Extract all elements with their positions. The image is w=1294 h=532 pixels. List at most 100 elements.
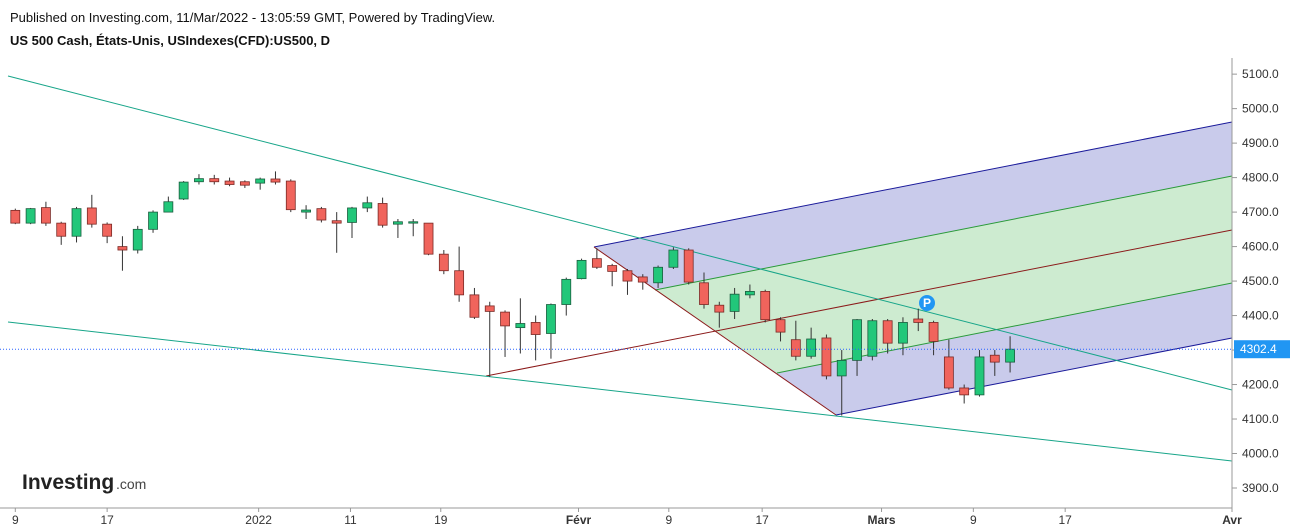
p-marker-letter: P <box>923 296 931 310</box>
x-tick-label: 9 <box>12 513 19 527</box>
candle-body <box>989 354 1000 363</box>
x-tick-label: Mars <box>868 513 896 527</box>
candle-body <box>699 282 709 305</box>
candle-body <box>836 359 847 377</box>
y-tick-label: 3900.0 <box>1242 481 1279 495</box>
candle-body <box>362 202 373 209</box>
candle-body <box>867 320 878 357</box>
candle-body <box>607 265 618 272</box>
candle-body <box>530 322 541 335</box>
y-tick-label: 4100.0 <box>1242 412 1279 426</box>
candle-body <box>653 266 663 284</box>
logo-suffix: .com <box>116 476 146 492</box>
trend-line <box>7 321 1233 462</box>
candle-body <box>959 387 970 396</box>
candle-body <box>821 337 832 377</box>
candle-body <box>423 222 434 255</box>
x-tick-label: 19 <box>434 513 448 527</box>
candle-body <box>806 338 817 357</box>
trend-line <box>7 75 1233 391</box>
candle-body <box>255 178 266 184</box>
y-tick-label: 4700.0 <box>1242 205 1279 219</box>
candle-body <box>102 223 113 237</box>
candle-body <box>347 207 357 223</box>
candle-body <box>148 211 158 230</box>
candle-body <box>852 319 862 361</box>
candle-body <box>637 276 648 283</box>
candle-body <box>760 291 771 321</box>
x-tick-label: 9 <box>665 513 672 527</box>
candle-body <box>71 208 82 237</box>
candle-body <box>714 304 725 313</box>
x-tick-label: 17 <box>100 513 114 527</box>
x-tick-label: 17 <box>755 513 769 527</box>
candle-body <box>454 270 465 296</box>
x-tick-label: Avr <box>1222 513 1242 527</box>
candle-body <box>270 178 281 183</box>
y-tick-label: 4200.0 <box>1242 378 1279 392</box>
candle-body <box>576 259 587 280</box>
candle-body <box>285 180 296 211</box>
candle-body <box>745 291 755 296</box>
candle-body <box>561 278 572 305</box>
candle-body <box>469 294 480 318</box>
candle-body <box>224 180 235 185</box>
y-tick-label: 4400.0 <box>1242 309 1279 323</box>
logo-brand: Investing <box>22 471 114 494</box>
candle-body <box>729 293 740 312</box>
candle-body <box>898 322 908 344</box>
candle-body <box>178 181 189 200</box>
pitchfork-inner-upper <box>654 175 1233 291</box>
pitchfork-upper <box>593 121 1233 248</box>
candle-body <box>194 178 204 183</box>
y-tick-label: 4600.0 <box>1242 240 1279 254</box>
candle-body <box>163 201 174 213</box>
candle-body <box>974 356 985 396</box>
candle-body <box>546 304 556 334</box>
candle-body <box>86 207 97 225</box>
y-tick-label: 4500.0 <box>1242 274 1279 288</box>
candle-body <box>301 209 311 213</box>
candle-body <box>239 181 250 186</box>
pitchfork-lower <box>835 337 1233 416</box>
y-tick-label: 4800.0 <box>1242 171 1279 185</box>
last-price-box <box>1234 340 1290 359</box>
candle-body <box>132 228 143 251</box>
candle-body <box>331 220 342 224</box>
y-tick-label: 4000.0 <box>1242 447 1279 461</box>
logo: Investing .com <box>22 471 146 494</box>
candle-body <box>117 246 128 251</box>
candle-body <box>683 249 694 283</box>
candle-body <box>913 318 924 323</box>
candle-body <box>41 207 51 224</box>
candle-body <box>1005 348 1015 363</box>
y-tick-label: 4900.0 <box>1242 136 1279 150</box>
candle-body <box>591 258 602 268</box>
candle-body <box>56 222 67 237</box>
candle-body <box>209 178 220 183</box>
candle-body <box>775 319 786 333</box>
candle-body <box>515 323 526 329</box>
x-tick-label: 2022 <box>245 513 272 527</box>
instrument-title: US 500 Cash, États-Unis, USIndexes(CFD):… <box>10 33 330 48</box>
candle-body <box>10 209 21 224</box>
pitchfork-median <box>485 229 1233 377</box>
candle-body <box>668 249 679 268</box>
candle-body <box>408 221 419 224</box>
candle-body <box>438 253 449 272</box>
candle-body <box>484 305 495 312</box>
y-tick-label: 5100.0 <box>1242 67 1279 81</box>
candle-body <box>928 322 939 342</box>
candle-body <box>790 339 801 357</box>
published-note: Published on Investing.com, 11/Mar/2022 … <box>10 10 495 25</box>
x-tick-label: 9 <box>970 513 977 527</box>
candle-body <box>943 356 954 389</box>
candle-body <box>377 203 388 226</box>
p-marker <box>919 295 935 311</box>
candle-body <box>500 311 510 327</box>
candle-body <box>393 221 403 225</box>
last-price-label: 4302.4 <box>1240 342 1277 356</box>
y-tick-label: 5000.0 <box>1242 102 1279 116</box>
pitchfork-base <box>593 246 837 416</box>
